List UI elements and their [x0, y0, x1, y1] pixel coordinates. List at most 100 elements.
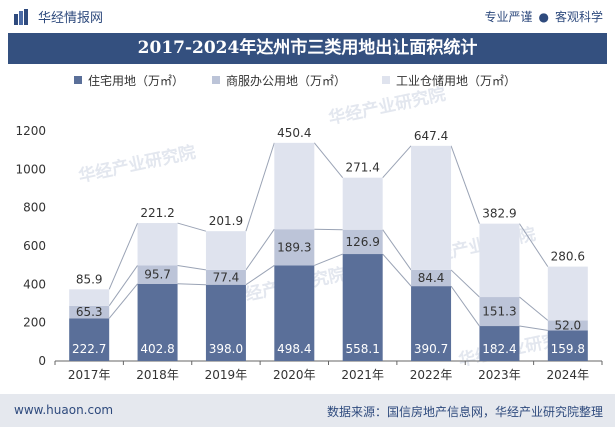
- data-label: 398.0: [209, 342, 243, 356]
- y-tick-label: 600: [23, 239, 46, 253]
- legend-swatch: [212, 76, 220, 84]
- bar-segment: [205, 269, 246, 285]
- data-label: 126.9: [346, 235, 380, 249]
- connector-line: [450, 285, 480, 327]
- top-bar: 华经情报网 专业严谨 ● 客观科学: [0, 0, 615, 31]
- connector-line: [108, 222, 139, 290]
- data-label: 151.3: [482, 305, 516, 319]
- data-label: 450.4: [277, 126, 311, 140]
- connector-line: [519, 325, 548, 331]
- chart-title: 2017-2024年达州市三类用地出让面积统计: [8, 33, 607, 64]
- tagline: 专业严谨 ● 客观科学: [484, 8, 603, 25]
- bar-segment: [69, 318, 110, 361]
- data-label: 182.4: [482, 342, 516, 356]
- bar-segment: [411, 286, 452, 361]
- bar-segment: [479, 326, 520, 361]
- bar-segment: [137, 283, 178, 361]
- data-label: 390.7: [414, 342, 448, 356]
- tagline-right: 客观科学: [554, 10, 603, 24]
- connector-line: [177, 264, 207, 271]
- data-label: 77.4: [213, 270, 240, 284]
- watermark-text: 华经产业研究院: [327, 84, 448, 129]
- x-tick-label: 2020年: [273, 368, 316, 382]
- bar-segment: [69, 305, 110, 319]
- connector-line: [382, 229, 412, 271]
- chart: 住宅用地（万㎡） 商服办公用地（万㎡） 工业仓储用地（万㎡） 华经产业研究院华经产业…: [15, 73, 603, 382]
- brand-name: 华经情报网: [38, 11, 104, 26]
- bar-segment: [547, 266, 588, 321]
- data-label: 498.4: [277, 342, 311, 356]
- brand-logo-icon: [14, 8, 28, 25]
- legend-swatch: [382, 76, 390, 84]
- bar-segment: [137, 223, 178, 266]
- data-label: 159.8: [551, 342, 585, 356]
- connector-line: [177, 222, 207, 232]
- connector-line: [177, 283, 206, 286]
- y-tick-label: 400: [23, 277, 46, 291]
- data-label: 52.0: [554, 318, 581, 332]
- connector-line: [314, 228, 343, 231]
- bar-segment: [69, 289, 110, 306]
- connector-line: [245, 265, 275, 286]
- connector-line: [108, 265, 138, 307]
- legend-swatch: [74, 76, 82, 84]
- bar-segment: [479, 223, 520, 298]
- legend: 住宅用地（万㎡） 商服办公用地（万㎡） 工业仓储用地（万㎡）: [74, 73, 516, 88]
- bar-segment: [274, 142, 315, 230]
- data-label: 402.8: [140, 342, 174, 356]
- connector-line: [245, 228, 275, 271]
- x-tick-label: 2021年: [341, 368, 384, 382]
- tagline-left: 专业严谨: [484, 10, 533, 24]
- bar-segment: [342, 177, 383, 230]
- bar-segment: [274, 229, 315, 266]
- connector-line: [519, 296, 549, 321]
- brand: 华经情报网: [14, 7, 103, 26]
- y-tick-label: 1200: [15, 124, 46, 138]
- x-tick-label: 2024年: [547, 368, 590, 382]
- data-label: 382.9: [482, 207, 516, 221]
- data-label: 65.3: [76, 305, 103, 319]
- bar-segment: [137, 265, 178, 284]
- watermark-text: 华经产业研究院: [77, 142, 198, 187]
- data-label: 271.4: [346, 161, 380, 175]
- legend-label: 工业仓储用地（万㎡）: [396, 73, 516, 88]
- connector-line: [313, 142, 344, 179]
- footer-source: 数据来源：国信房地产信息网，华经产业研究院整理: [326, 405, 603, 419]
- connector-line: [450, 269, 480, 298]
- connector-line: [382, 253, 412, 287]
- bar-segment: [205, 231, 246, 270]
- y-tick-label: 200: [23, 316, 46, 330]
- connectors: [108, 142, 549, 331]
- data-label: 280.6: [551, 250, 585, 264]
- data-labels: 222.7 65.3 85.9 402.8 95.7 221.2 398.0 77.4 201.…: [72, 126, 585, 356]
- bars: [69, 142, 588, 361]
- axes: 0 200 400 600 800 1000 1200 2017年 2018年 2019年 2020…: [15, 124, 603, 382]
- data-label: 221.2: [140, 206, 174, 220]
- connector-line: [450, 145, 480, 224]
- legend-label: 商服办公用地（万㎡）: [226, 73, 346, 88]
- connector-line: [108, 283, 138, 319]
- x-tick-label: 2017年: [68, 368, 111, 382]
- y-tick-label: 800: [23, 201, 46, 215]
- x-tick-label: 2019年: [205, 368, 248, 382]
- data-label: 201.9: [209, 214, 243, 228]
- bar-segment: [274, 265, 315, 361]
- bar-segment: [547, 320, 588, 331]
- connector-line: [314, 253, 343, 266]
- connector-line: [382, 145, 412, 179]
- data-label: 84.4: [418, 271, 445, 285]
- bar-segment: [411, 269, 452, 287]
- legend-label: 住宅用地（万㎡）: [88, 73, 184, 88]
- data-label: 85.9: [76, 272, 103, 286]
- y-tick-label: 0: [38, 354, 46, 368]
- data-label: 222.7: [72, 342, 106, 356]
- footer: www.huaon.com 数据来源：国信房地产信息网，华经产业研究院整理: [0, 394, 615, 427]
- bar-segment: [342, 229, 383, 255]
- bar-segment: [547, 330, 588, 361]
- tagline-dot-icon: ●: [538, 9, 549, 24]
- y-tick-label: 1000: [15, 162, 46, 176]
- bar-segment: [479, 297, 520, 327]
- footer-url[interactable]: www.huaon.com: [14, 403, 114, 417]
- x-tick-label: 2018年: [136, 368, 179, 382]
- data-label: 647.4: [414, 129, 448, 143]
